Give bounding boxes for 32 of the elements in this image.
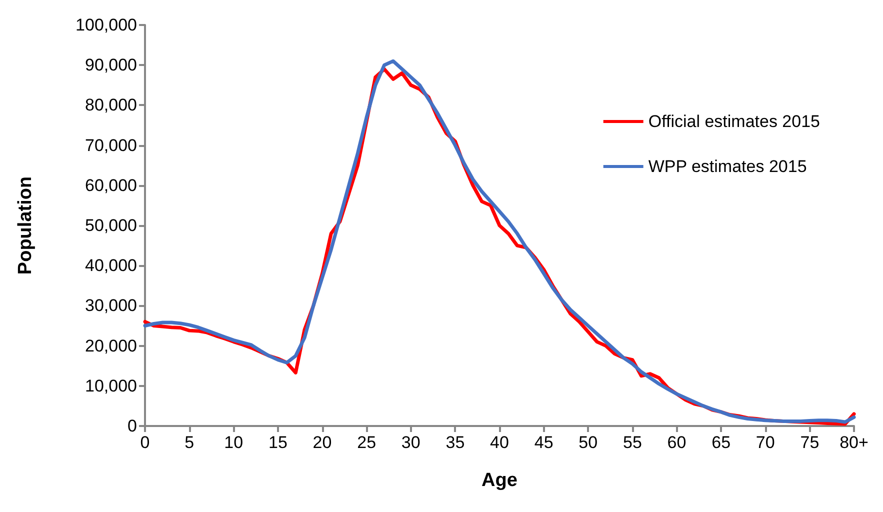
x-tick-label: 20: [312, 433, 332, 452]
y-tick-label: 40,000: [85, 256, 137, 276]
x-tick-label: 15: [268, 433, 288, 452]
x-tick-label: 30: [401, 433, 420, 452]
x-tick-label: 50: [578, 433, 598, 452]
x-tick-label: 75: [800, 433, 820, 452]
y-tick-label: 60,000: [85, 176, 137, 195]
x-tick-label: 0: [140, 433, 150, 452]
y-tick-label: 30,000: [85, 296, 137, 316]
y-axis-title: Population: [15, 176, 36, 275]
y-tick-label: 70,000: [85, 136, 137, 155]
y-tick-label: 0: [128, 416, 137, 436]
y-tick-label: 80,000: [85, 96, 137, 115]
x-tick-label: 60: [667, 433, 686, 452]
x-tick-label: 10: [224, 433, 244, 452]
y-tick-label: 50,000: [85, 216, 137, 235]
x-tick-label: 5: [184, 433, 194, 452]
x-tick-label: 35: [446, 433, 465, 452]
x-tick-label: 25: [357, 433, 376, 452]
x-tick-label: 55: [622, 433, 642, 452]
x-tick-label: 65: [712, 433, 731, 452]
legend-label: WPP estimates 2015: [648, 157, 807, 176]
y-tick-label: 10,000: [85, 376, 137, 396]
y-tick-label: 90,000: [85, 56, 137, 75]
x-tick-label: 80+: [840, 433, 868, 452]
y-tick-label: 100,000: [76, 16, 137, 34]
x-axis-title: Age: [482, 470, 518, 491]
x-tick-label: 45: [534, 433, 554, 452]
x-tick-label: 70: [756, 433, 775, 452]
x-tick-label: 40: [490, 433, 509, 452]
legend-label: Official estimates 2015: [648, 112, 820, 131]
y-tick-label: 20,000: [85, 336, 137, 356]
